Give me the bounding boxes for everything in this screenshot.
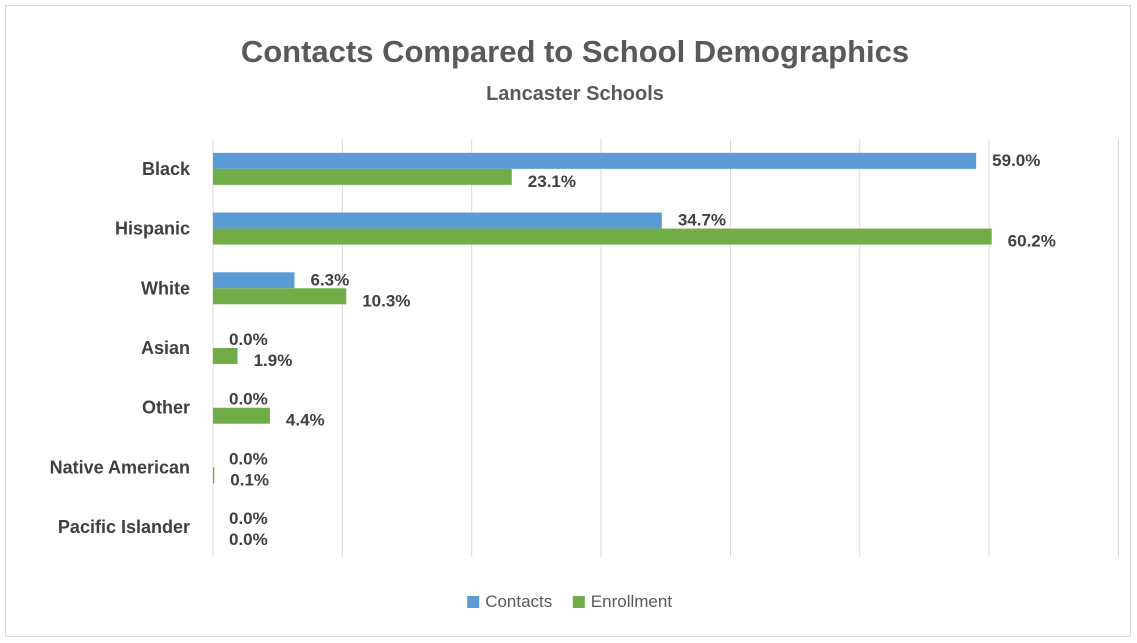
category-label-black: Black xyxy=(142,159,191,179)
category-label-asian: Asian xyxy=(141,338,190,358)
bar-contacts-black xyxy=(213,152,977,169)
data-label-enrollment-native-american: 0.1% xyxy=(230,470,269,489)
category-label-native-american: Native American xyxy=(50,457,190,477)
chart-title: Contacts Compared to School Demographics xyxy=(241,34,909,69)
category-label-other: Other xyxy=(142,398,190,418)
bar-contacts-white xyxy=(213,272,295,289)
category-label-pacific-islander: Pacific Islander xyxy=(58,517,190,537)
bar-enrollment-native-american xyxy=(213,467,215,484)
data-label-enrollment-asian: 1.9% xyxy=(254,351,293,370)
data-label-contacts-white: 6.3% xyxy=(310,270,349,289)
legend-label-enrollment: Enrollment xyxy=(591,592,673,611)
data-label-contacts-asian: 0.0% xyxy=(229,330,268,349)
bars-group xyxy=(213,152,992,484)
legend-label-contacts: Contacts xyxy=(485,592,552,611)
bar-enrollment-asian xyxy=(213,348,238,364)
bar-enrollment-other xyxy=(213,407,270,424)
bar-enrollment-hispanic xyxy=(213,228,992,245)
data-label-enrollment-other: 4.4% xyxy=(286,411,325,430)
gridlines xyxy=(212,139,1119,557)
data-label-enrollment-white: 10.3% xyxy=(362,291,410,310)
data-label-contacts-hispanic: 34.7% xyxy=(678,211,726,230)
legend-swatch-enrollment xyxy=(572,596,585,608)
data-label-enrollment-black: 23.1% xyxy=(528,172,576,191)
data-label-contacts-other: 0.0% xyxy=(229,390,268,409)
category-labels: Black Hispanic White Asian Other Native Ameri… xyxy=(50,159,191,537)
chart-subtitle: Lancaster Schools xyxy=(486,83,664,105)
category-label-white: White xyxy=(141,278,190,298)
chart-frame xyxy=(5,5,1131,637)
data-label-contacts-native-american: 0.0% xyxy=(229,449,268,468)
data-label-enrollment-pacific-islander: 0.0% xyxy=(229,530,268,549)
bar-enrollment-black xyxy=(213,168,512,185)
data-label-contacts-pacific-islander: 0.0% xyxy=(229,509,268,528)
data-label-contacts-black: 59.0% xyxy=(992,151,1040,170)
bar-enrollment-white xyxy=(213,288,347,305)
legend: Contacts Enrollment xyxy=(467,592,672,611)
legend-swatch-contacts xyxy=(467,596,480,608)
category-label-hispanic: Hispanic xyxy=(115,219,190,239)
bar-contacts-hispanic xyxy=(213,212,662,229)
data-labels: 59.0% 23.1% 34.7% 60.2% 6.3% 10.3% 0.0% 1.9% 0.0… xyxy=(229,151,1056,549)
data-label-enrollment-hispanic: 60.2% xyxy=(1008,232,1056,251)
